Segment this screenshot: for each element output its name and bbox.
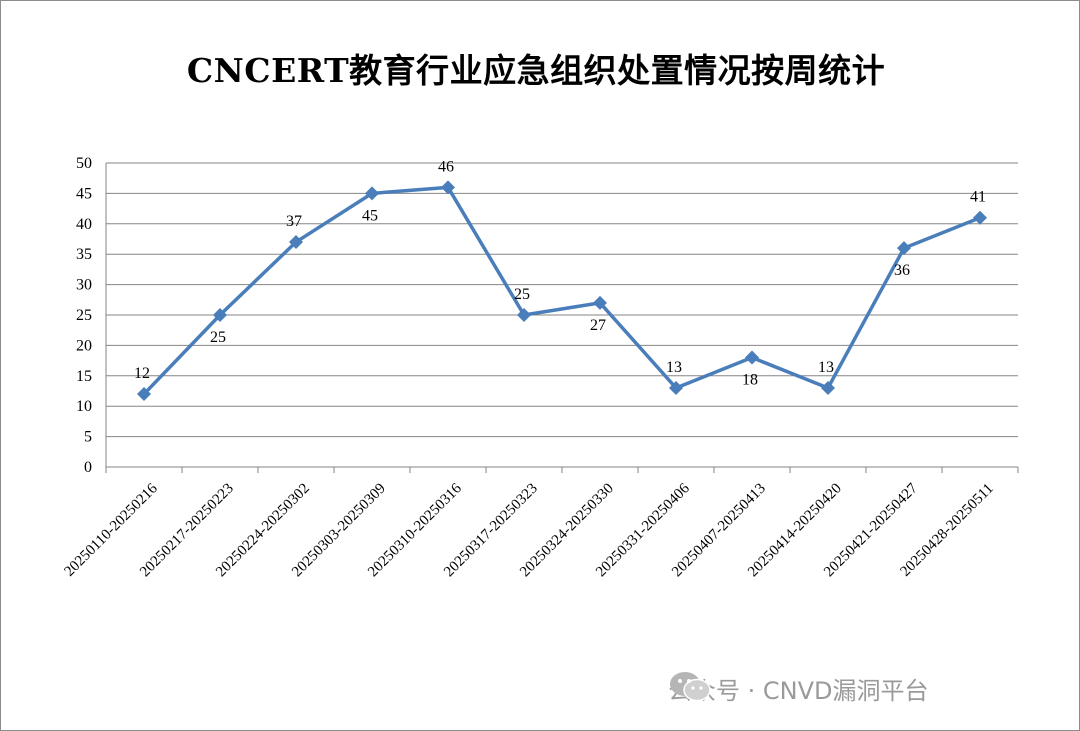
data-point-marker — [137, 387, 151, 402]
y-tick-label: 35 — [76, 246, 92, 263]
watermark-text: 公众号 · CNVD漏洞平台 — [668, 676, 929, 705]
data-label: 37 — [286, 213, 302, 230]
data-label: 12 — [134, 365, 150, 382]
data-label: 13 — [818, 359, 834, 376]
series-line — [137, 180, 987, 402]
data-point-marker — [517, 308, 531, 322]
y-tick-label: 40 — [76, 216, 92, 233]
data-point-marker — [593, 295, 607, 310]
data-point-marker — [289, 235, 303, 250]
y-tick-label: 25 — [76, 307, 92, 324]
data-label: 25 — [210, 329, 226, 346]
data-label: 25 — [514, 286, 530, 303]
data-labels: 12 25 37 45 46 25 27 13 18 13 36 41 — [134, 158, 986, 388]
data-point-marker — [213, 308, 227, 322]
y-tick-label: 50 — [76, 155, 92, 172]
y-tick-label: 15 — [76, 368, 92, 385]
y-axis: 0 5 10 15 20 25 30 35 40 45 50 — [76, 155, 107, 476]
x-axis: 20250110-2025021620250217-20250223202502… — [62, 467, 1019, 580]
data-point-marker — [441, 180, 455, 195]
data-point-marker — [669, 380, 683, 395]
data-point-marker — [745, 350, 759, 365]
data-point-marker — [821, 380, 835, 395]
data-label: 46 — [438, 158, 454, 175]
watermark: 公众号 · CNVD漏洞平台 — [668, 670, 929, 706]
series-polyline — [142, 185, 981, 396]
data-label: 36 — [894, 262, 910, 279]
data-label: 13 — [666, 359, 682, 376]
grid-lines — [106, 162, 1018, 468]
data-label: 27 — [590, 317, 606, 334]
y-tick-label: 45 — [76, 185, 92, 202]
y-tick-label: 10 — [76, 398, 92, 415]
data-point-marker — [973, 210, 987, 225]
y-tick-label: 30 — [76, 277, 92, 294]
y-tick-label: 5 — [84, 429, 92, 446]
data-label: 45 — [362, 207, 378, 224]
chart-title: CNCERT教育行业应急组织处置情况按周统计 — [186, 51, 886, 90]
wechat-icon — [670, 672, 711, 702]
data-point-marker — [897, 241, 911, 256]
data-label: 41 — [970, 189, 986, 206]
data-point-marker — [365, 186, 379, 201]
data-label: 18 — [742, 372, 758, 389]
y-tick-label: 0 — [84, 459, 92, 476]
y-tick-label: 20 — [76, 337, 92, 354]
